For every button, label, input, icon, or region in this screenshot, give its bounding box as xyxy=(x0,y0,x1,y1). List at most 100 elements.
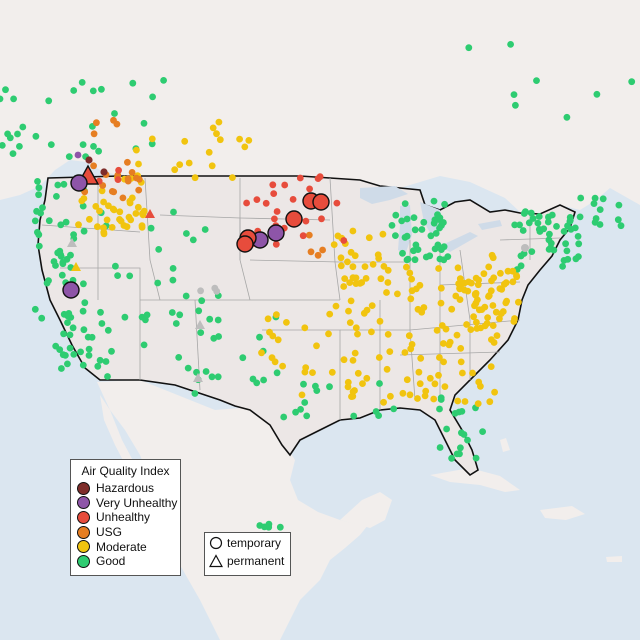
station-marker-good xyxy=(519,227,527,234)
station-marker-moderate xyxy=(415,368,423,376)
station-marker-good xyxy=(80,227,88,235)
station-marker-moderate xyxy=(337,262,345,270)
station-marker-moderate xyxy=(457,345,465,352)
station-marker-good xyxy=(443,425,450,433)
legend-row-hazardous: Hazardous xyxy=(71,481,180,496)
station-marker-moderate xyxy=(128,194,136,202)
station-marker-good xyxy=(64,360,71,368)
station-marker-good xyxy=(43,279,51,287)
station-marker-good xyxy=(168,309,176,316)
station-marker-moderate xyxy=(274,336,282,344)
station-marker-moderate xyxy=(116,208,124,216)
station-marker-good xyxy=(326,383,333,391)
station-marker-moderate xyxy=(456,275,464,283)
station-marker-good xyxy=(32,132,40,140)
hispaniola xyxy=(540,506,585,520)
moderate-swatch-icon xyxy=(77,540,90,554)
station-marker-good xyxy=(312,382,319,390)
station-marker-moderate xyxy=(134,203,142,211)
station-marker-moderate xyxy=(436,354,443,361)
station-marker-unhealthy xyxy=(281,181,289,189)
station-marker-good xyxy=(418,226,426,233)
large-station-marker-unhealthy xyxy=(312,193,330,211)
station-marker-moderate xyxy=(417,354,425,362)
station-marker-moderate xyxy=(313,342,320,350)
station-marker-good xyxy=(546,230,553,238)
station-marker-good xyxy=(511,221,519,229)
station-marker-moderate xyxy=(472,274,480,282)
station-marker-good xyxy=(197,329,205,336)
station-marker-moderate xyxy=(377,275,385,283)
station-marker-moderate xyxy=(403,263,410,271)
station-marker-moderate xyxy=(473,318,480,326)
station-marker-moderate xyxy=(380,263,388,270)
station-marker-good xyxy=(528,248,536,256)
station-marker-moderate xyxy=(401,349,409,356)
station-marker-good xyxy=(399,249,406,257)
station-marker-good xyxy=(66,344,74,352)
station-marker-moderate xyxy=(430,395,438,403)
station-marker-moderate xyxy=(349,227,357,235)
station-marker-good xyxy=(280,413,288,421)
station-marker-moderate xyxy=(497,310,505,317)
station-marker-good xyxy=(563,247,571,255)
station-marker-good xyxy=(553,223,560,230)
station-marker-unhealthy xyxy=(340,237,348,244)
station-marker-good xyxy=(575,240,583,248)
station-marker-good xyxy=(98,85,105,93)
station-marker-moderate xyxy=(369,261,377,268)
station-marker-moderate xyxy=(446,338,454,346)
station-marker-good xyxy=(420,218,428,226)
station-marker-moderate xyxy=(96,207,103,215)
station-marker-moderate xyxy=(459,369,466,377)
station-marker-moderate xyxy=(347,297,355,305)
station-marker-good xyxy=(590,200,598,208)
station-marker-good xyxy=(376,380,383,387)
station-marker-moderate xyxy=(414,395,421,402)
station-marker-moderate xyxy=(431,380,439,388)
station-marker-moderate xyxy=(94,223,101,231)
station-marker-good xyxy=(60,180,68,188)
station-marker-good xyxy=(614,216,622,224)
station-marker-moderate xyxy=(453,331,461,339)
station-marker-moderate xyxy=(490,274,498,282)
station-marker-good xyxy=(465,44,473,52)
station-marker-moderate xyxy=(441,383,449,390)
legend-label-usg: USG xyxy=(96,525,123,540)
station-marker-moderate xyxy=(502,299,510,307)
hazardous-swatch-icon xyxy=(77,481,90,495)
permanent-station-marker-no-data xyxy=(193,373,203,382)
legend-label-permanent: permanent xyxy=(227,554,285,568)
station-marker-moderate xyxy=(344,383,352,391)
station-marker-good xyxy=(147,224,155,232)
station-marker-moderate xyxy=(379,230,387,238)
station-marker-good xyxy=(140,119,148,127)
station-marker-good xyxy=(256,333,263,341)
station-marker-moderate xyxy=(126,199,134,207)
legend-label-temporary: temporary xyxy=(227,536,282,550)
yucatan xyxy=(340,492,392,528)
station-marker-good xyxy=(436,224,443,232)
station-marker-moderate xyxy=(349,263,357,271)
station-marker-moderate xyxy=(352,274,360,282)
station-marker-good xyxy=(401,200,409,208)
station-marker-moderate xyxy=(361,263,369,270)
station-marker-good xyxy=(437,394,445,402)
station-marker-good xyxy=(191,390,199,397)
station-marker-moderate xyxy=(454,264,462,272)
station-marker-good xyxy=(57,221,65,229)
station-marker-good xyxy=(276,523,284,531)
station-marker-good xyxy=(464,436,471,444)
station-marker-good xyxy=(97,308,104,316)
station-marker-unhealthy xyxy=(114,176,122,184)
station-marker-good xyxy=(52,262,59,269)
station-marker-good xyxy=(9,150,17,158)
station-marker-moderate xyxy=(208,162,216,170)
usg-swatch-icon xyxy=(77,525,90,539)
station-marker-moderate xyxy=(341,275,349,282)
station-marker-moderate xyxy=(368,328,375,336)
station-marker-good xyxy=(183,230,190,237)
station-marker-moderate xyxy=(463,321,470,328)
station-marker-good xyxy=(16,143,23,150)
station-marker-moderate xyxy=(132,210,140,217)
